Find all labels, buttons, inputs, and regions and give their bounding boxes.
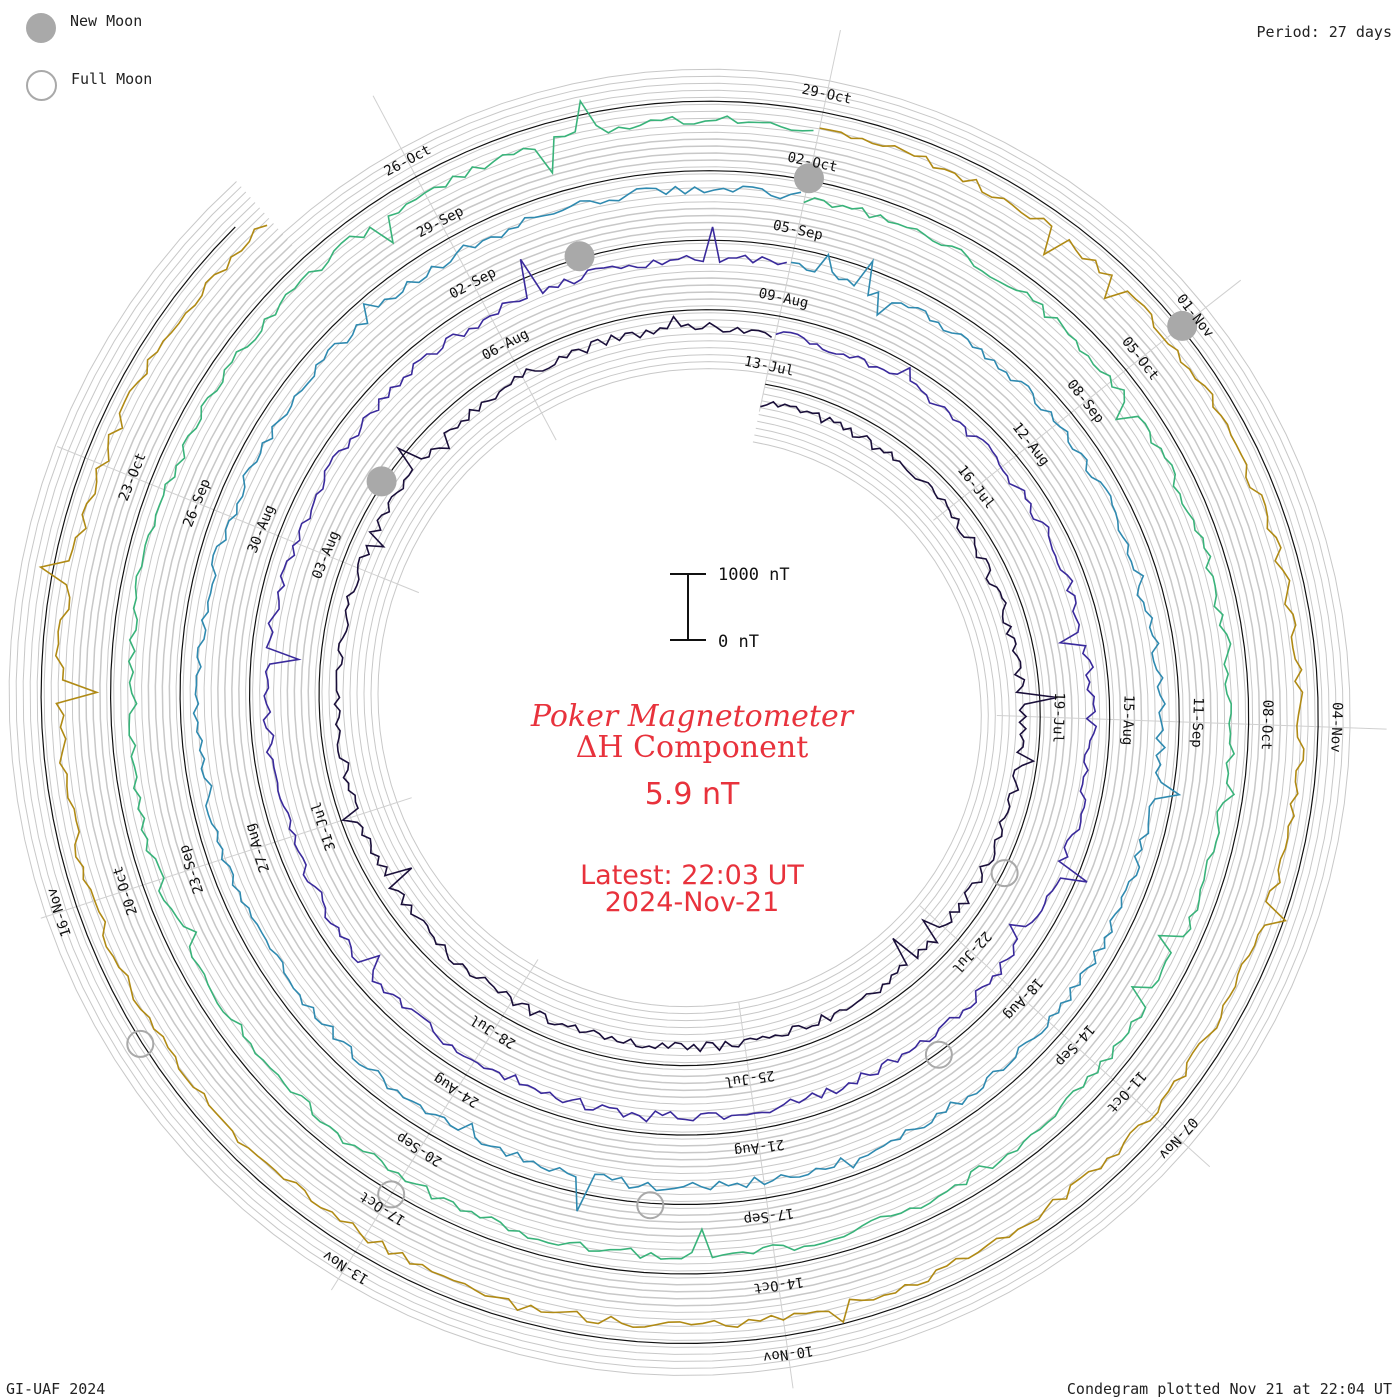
- grid-spiral-line: [36, 96, 1323, 1348]
- grid-spoke: [738, 1002, 794, 1389]
- moon-markers: [126, 163, 1198, 1220]
- date-tick-label: 21-Aug: [733, 1136, 785, 1159]
- scale-bar: 1000 nT 0 nT: [670, 565, 790, 652]
- grid-spoke: [372, 95, 557, 441]
- latest-date: 2024-Nov-21: [605, 887, 780, 918]
- date-tick-label: 25-Jul: [723, 1067, 775, 1090]
- full-moon-label: Full Moon: [71, 69, 153, 88]
- grid-spiral-line: [15, 75, 1344, 1369]
- date-tick-label: 22-Jul: [949, 928, 995, 976]
- full-moon-marker: [990, 859, 1019, 888]
- date-tick-label: 03-Aug: [309, 529, 343, 582]
- new-moon-icon: [26, 13, 56, 43]
- latest-time: Latest: 22:03 UT: [580, 860, 804, 891]
- full-moon-marker: [636, 1191, 665, 1220]
- legend-full-moon: Full Moon: [26, 70, 152, 101]
- date-tick-label: 08-Sep: [1063, 377, 1107, 427]
- chart-title-line2: ΔH Component: [576, 730, 809, 765]
- grid-spiral-line: [92, 152, 1267, 1293]
- date-tick-label: 05-Sep: [771, 218, 824, 244]
- date-tick-label: 19-Jul: [1049, 692, 1067, 743]
- new-moon-marker: [1167, 310, 1198, 341]
- grid-spiral-line: [50, 110, 1309, 1334]
- date-tick-label: 14-Oct: [752, 1273, 804, 1296]
- date-tick-label: 18-Aug: [1000, 974, 1046, 1022]
- date-tick-label: 17-Sep: [743, 1204, 795, 1227]
- full-moon-marker: [126, 1029, 155, 1058]
- series-trace-cycle-1: [262, 226, 1098, 1123]
- date-tick-label: 05-Oct: [1118, 334, 1162, 384]
- grid-spiral-line: [71, 131, 1288, 1313]
- date-tick-label: 10-Nov: [762, 1342, 814, 1365]
- date-tick-label: 14-Sep: [1052, 1021, 1098, 1069]
- grid-spiral-line: [64, 124, 1295, 1320]
- date-tick-label: 23-Sep: [176, 843, 207, 896]
- date-tick-label: 31-Jul: [308, 800, 339, 853]
- series-layer: [38, 98, 1305, 1329]
- date-tick-label: 11-Sep: [1188, 697, 1206, 748]
- grid-spoke: [330, 959, 539, 1291]
- full-moon-marker: [377, 1180, 406, 1209]
- grid-spiral-line: [22, 82, 1337, 1362]
- new-moon-marker: [366, 466, 397, 497]
- date-tick-label: 12-Aug: [1009, 420, 1053, 470]
- baseline-spiral: [40, 100, 1319, 1345]
- series-trace-cycle-4: [38, 127, 1305, 1329]
- grid-spiral-line: [43, 103, 1316, 1341]
- scale-bottom-label: 0 nT: [718, 632, 759, 652]
- date-tick-label: 07-Nov: [1155, 1114, 1201, 1162]
- legend-new-moon: New Moon: [26, 12, 143, 43]
- series-trace-cycle-3: [127, 98, 1236, 1260]
- grid-spiral-line: [8, 68, 1351, 1376]
- date-tick-label: 11-Oct: [1103, 1067, 1149, 1115]
- period-label: Period: 27 days: [1256, 23, 1392, 41]
- date-tick-label: 16-Nov: [44, 886, 75, 939]
- date-tick-label: 04-Nov: [1327, 702, 1345, 753]
- chart-title-line1: Poker Magnetometer: [530, 699, 855, 734]
- plotted-label: Condegram plotted Nov 21 at 22:04 UT: [1066, 1380, 1392, 1398]
- grid-layer: [8, 29, 1387, 1389]
- date-tick-label: 29-Oct: [800, 82, 853, 108]
- new-moon-marker: [793, 163, 824, 194]
- date-tick-label: 16-Jul: [954, 462, 998, 512]
- date-tick-label: 27-Aug: [242, 821, 273, 874]
- credit-label: GI-UAF 2024: [6, 1380, 106, 1398]
- new-moon-label: New Moon: [70, 12, 143, 30]
- full-moon-marker: [924, 1040, 953, 1069]
- scale-top-label: 1000 nT: [718, 565, 790, 585]
- series-trace-cycle-2: [192, 185, 1182, 1212]
- grid-spoke: [758, 29, 841, 412]
- date-tick-label: 20-Oct: [110, 864, 141, 917]
- grid-spoke: [40, 797, 412, 919]
- grid-spoke: [996, 714, 1387, 730]
- date-tick-label: 15-Aug: [1119, 694, 1137, 745]
- date-tick-label: 26-Oct: [382, 142, 434, 180]
- grid-spiral-line: [29, 89, 1330, 1355]
- date-tick-label: 09-Aug: [757, 286, 810, 312]
- date-tick-label: 26-Sep: [180, 477, 214, 530]
- series-trace-cycle-0: [333, 315, 1058, 1053]
- full-moon-icon: [26, 70, 57, 101]
- new-moon-marker: [564, 241, 595, 272]
- grid-spiral-line: [99, 159, 1260, 1286]
- date-tick-label: 13-Jul: [743, 354, 796, 380]
- date-tick-label: 30-Aug: [245, 503, 279, 556]
- grid-spoke: [919, 905, 1211, 1168]
- current-value: 5.9 nT: [645, 777, 740, 812]
- date-tick-label: 08-Oct: [1258, 699, 1276, 750]
